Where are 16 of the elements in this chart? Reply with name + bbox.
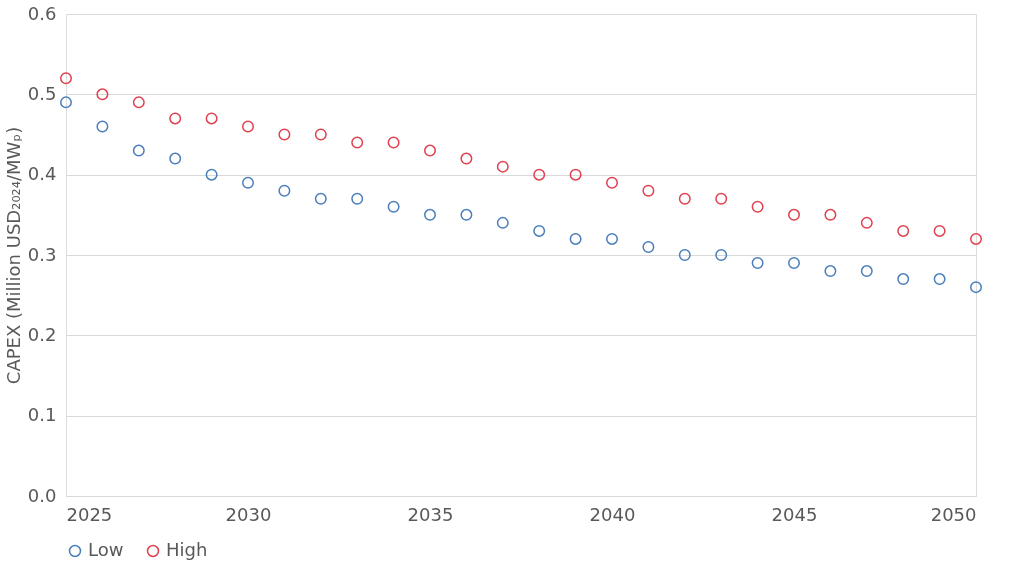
y-tick-label: 0.4 (27, 163, 57, 185)
y-tick-label: 0.0 (27, 484, 57, 506)
legend-label: High (166, 539, 208, 560)
x-tick-label: 2045 (771, 503, 818, 525)
x-tick-label: 2035 (407, 503, 454, 525)
y-axis-title: CAPEX (Million USD₂₀₂₄/MWₚ) (2, 126, 24, 385)
y-tick-label: 0.6 (27, 2, 57, 24)
x-tick-label: 2025 (66, 503, 113, 525)
legend-label: Low (88, 539, 124, 560)
x-tick-label: 2050 (930, 503, 977, 525)
y-tick-label: 0.3 (27, 243, 57, 265)
x-tick-label: 2030 (225, 503, 272, 525)
y-tick-label: 0.5 (27, 82, 57, 104)
x-tick-label: 2040 (589, 503, 636, 525)
y-tick-label: 0.2 (27, 323, 57, 345)
y-tick-label: 0.1 (27, 404, 57, 426)
